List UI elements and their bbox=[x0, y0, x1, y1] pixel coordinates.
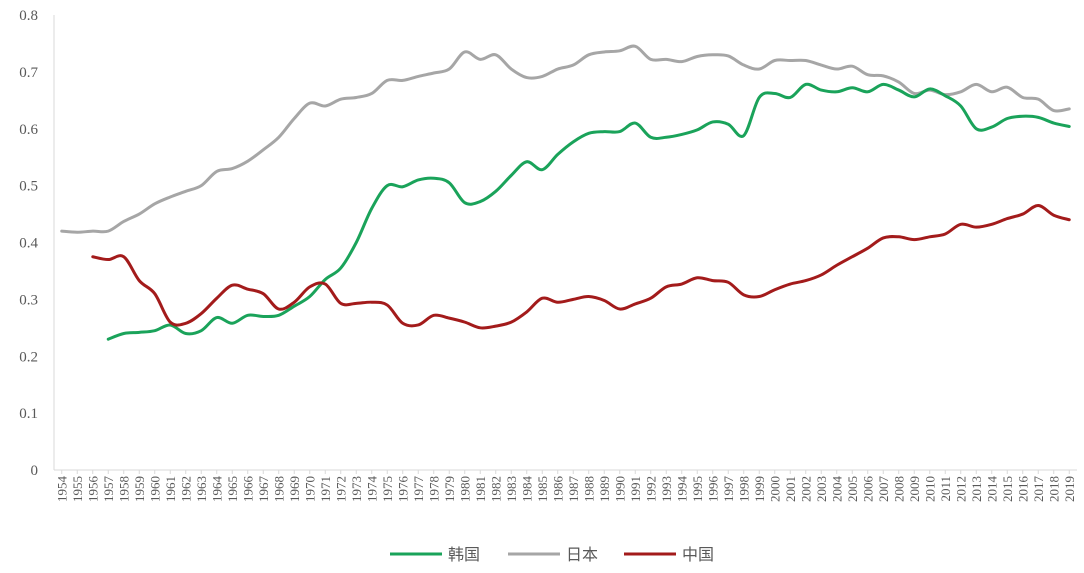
x-tick-label: 1989 bbox=[597, 476, 612, 502]
x-tick-label: 1974 bbox=[364, 476, 379, 503]
x-tick-label: 2015 bbox=[1000, 476, 1015, 502]
x-tick-label: 1995 bbox=[690, 476, 705, 502]
x-tick-label: 1982 bbox=[488, 476, 503, 502]
x-tick-label: 2001 bbox=[783, 476, 798, 502]
legend-label: 日本 bbox=[566, 545, 598, 564]
x-tick-label: 2008 bbox=[891, 476, 906, 502]
x-tick-label: 1961 bbox=[163, 476, 178, 502]
y-tick-label: 0.1 bbox=[19, 406, 38, 422]
x-tick-label: 1979 bbox=[442, 476, 457, 502]
y-tick-label: 0 bbox=[31, 463, 39, 479]
x-tick-label: 1980 bbox=[457, 476, 472, 502]
x-tick-label: 1973 bbox=[349, 476, 364, 502]
x-tick-label: 1975 bbox=[380, 476, 395, 502]
x-tick-label: 1960 bbox=[147, 476, 162, 502]
x-tick-label: 1958 bbox=[116, 476, 131, 502]
x-tick-label: 2005 bbox=[845, 476, 860, 502]
x-tick-label: 1956 bbox=[85, 476, 100, 503]
x-tick-label: 2003 bbox=[814, 476, 829, 502]
legend-label: 韩国 bbox=[448, 545, 480, 564]
x-tick-label: 2010 bbox=[922, 476, 937, 502]
x-tick-label: 1957 bbox=[101, 476, 116, 503]
x-tick-label: 1964 bbox=[209, 476, 224, 503]
x-tick-label: 1983 bbox=[504, 476, 519, 502]
x-tick-label: 2004 bbox=[829, 476, 844, 503]
x-tick-label: 1970 bbox=[302, 476, 317, 502]
x-tick-label: 2002 bbox=[798, 476, 813, 502]
x-tick-label: 2019 bbox=[1062, 476, 1077, 502]
x-tick-label: 1962 bbox=[178, 476, 193, 502]
x-tick-label: 1968 bbox=[271, 476, 286, 502]
x-tick-label: 2013 bbox=[969, 476, 984, 502]
y-tick-label: 0.5 bbox=[19, 179, 38, 195]
x-tick-label: 1967 bbox=[256, 476, 271, 503]
x-tick-label: 2012 bbox=[953, 476, 968, 502]
x-tick-label: 1976 bbox=[395, 476, 410, 503]
x-tick-label: 1994 bbox=[674, 476, 689, 503]
x-tick-label: 1966 bbox=[240, 476, 255, 503]
y-tick-label: 0.7 bbox=[19, 65, 38, 81]
x-tick-label: 1996 bbox=[705, 476, 720, 503]
y-tick-label: 0.8 bbox=[19, 8, 38, 24]
x-tick-label: 2000 bbox=[767, 476, 782, 502]
x-tick-label: 1992 bbox=[643, 476, 658, 502]
x-tick-label: 1981 bbox=[473, 476, 488, 502]
x-tick-label: 1997 bbox=[721, 476, 736, 503]
x-tick-label: 1998 bbox=[736, 476, 751, 502]
y-tick-label: 0.4 bbox=[19, 236, 38, 252]
x-tick-label: 1959 bbox=[132, 476, 147, 502]
x-tick-label: 1955 bbox=[70, 476, 85, 502]
x-tick-label: 1954 bbox=[54, 476, 69, 503]
x-tick-label: 2014 bbox=[984, 476, 999, 503]
x-tick-label: 1991 bbox=[628, 476, 643, 502]
x-tick-label: 1986 bbox=[550, 476, 565, 503]
series-line-1 bbox=[106, 82, 1071, 341]
x-tick-label: 1993 bbox=[659, 476, 674, 502]
x-tick-label: 2016 bbox=[1015, 476, 1030, 503]
x-tick-label: 1965 bbox=[225, 476, 240, 502]
y-tick-label: 0.6 bbox=[19, 122, 38, 138]
x-tick-label: 2007 bbox=[876, 476, 891, 503]
x-tick-label: 2006 bbox=[860, 476, 875, 503]
x-tick-label: 1988 bbox=[581, 476, 596, 502]
x-tick-label: 2011 bbox=[938, 476, 953, 502]
x-tick-label: 1971 bbox=[318, 476, 333, 502]
x-tick-label: 1972 bbox=[333, 476, 348, 502]
legend-label: 中国 bbox=[682, 545, 714, 564]
x-tick-label: 1987 bbox=[566, 476, 581, 503]
series-line-3 bbox=[91, 204, 1071, 330]
x-tick-label: 1999 bbox=[752, 476, 767, 502]
x-tick-label: 1990 bbox=[612, 476, 627, 502]
x-tick-label: 2018 bbox=[1046, 476, 1061, 502]
y-tick-label: 0.3 bbox=[19, 292, 38, 308]
x-tick-label: 2017 bbox=[1031, 476, 1046, 503]
y-tick-label: 0.2 bbox=[19, 349, 38, 365]
x-tick-label: 1963 bbox=[194, 476, 209, 502]
x-tick-label: 1984 bbox=[519, 476, 534, 503]
series-line-2 bbox=[60, 44, 1071, 234]
x-tick-label: 1985 bbox=[535, 476, 550, 502]
x-tick-label: 1977 bbox=[411, 476, 426, 503]
x-tick-label: 1969 bbox=[287, 476, 302, 502]
x-tick-label: 1978 bbox=[426, 476, 441, 502]
x-tick-label: 2009 bbox=[907, 476, 922, 502]
